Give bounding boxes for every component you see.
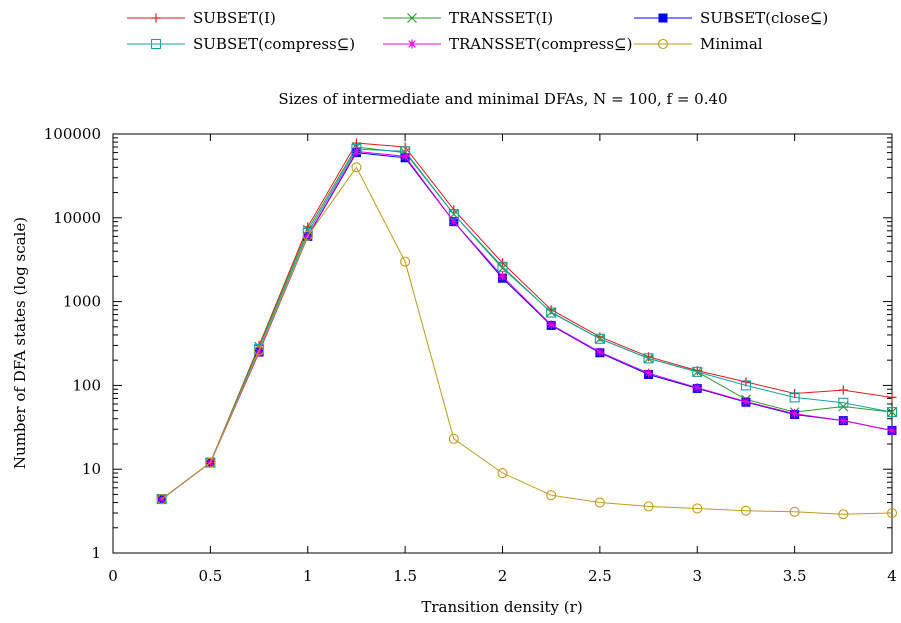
- legend-entry: TRANSSET(compress⊆): [383, 35, 632, 53]
- data-point: [643, 501, 654, 512]
- x-tick-label: 1.5: [393, 567, 417, 585]
- data-point: [546, 490, 557, 501]
- series-line: [161, 166, 893, 515]
- y-tick-label: 1: [91, 544, 101, 562]
- data-point: [497, 261, 508, 272]
- data-point: [692, 366, 703, 377]
- data-point: [886, 407, 898, 418]
- x-tick-label: 3: [692, 567, 702, 585]
- y-tick-label: 1000: [63, 293, 101, 311]
- legend-label: Minimal: [700, 35, 763, 53]
- y-tick-label: 10000: [53, 209, 101, 227]
- data-point: [790, 389, 800, 399]
- x-axis-title: Transition density (r): [421, 598, 582, 616]
- data-point: [546, 307, 557, 318]
- series-line: [161, 152, 893, 500]
- data-point: [887, 407, 897, 418]
- x-tick-label: 0: [108, 567, 118, 585]
- y-tick-label: 10: [82, 460, 101, 478]
- y-tick-labels: 1 10 100 1000 10000 100000: [44, 125, 101, 562]
- data-point: [886, 507, 898, 519]
- legend-label: SUBSET(compress⊆): [193, 35, 355, 53]
- legend: SUBSET(I) TRANSSET(I) SUBSET(close⊆) SUBSET…: [127, 9, 828, 53]
- plot-frame: [112, 133, 893, 554]
- legend-marker: [407, 13, 417, 23]
- data-point: [498, 271, 507, 281]
- x-tick-label: 4: [887, 567, 897, 585]
- data-point: [644, 368, 654, 378]
- data-point: [789, 392, 800, 403]
- data-point: [400, 151, 410, 161]
- data-point: [887, 392, 897, 402]
- data-point: [400, 256, 411, 267]
- axis-ticks: [112, 133, 893, 554]
- legend-label: SUBSET(close⊆): [700, 9, 828, 27]
- data-point: [594, 333, 605, 344]
- legend-label: TRANSSET(I): [449, 9, 553, 27]
- data-point: [351, 138, 361, 148]
- series-line: [161, 148, 893, 500]
- x-tick-labels: 0 0.5 1 1.5 2 2.5 3 3.5 4: [108, 567, 897, 585]
- data-point: [254, 345, 265, 356]
- legend-marker: [407, 39, 417, 49]
- data-point: [351, 146, 361, 156]
- legend-marker: [657, 38, 669, 50]
- data-point: [594, 497, 605, 508]
- data-point: [254, 347, 264, 357]
- x-tick-label: 3.5: [783, 567, 807, 585]
- data-point: [156, 494, 167, 505]
- x-tick-label: 1: [303, 567, 313, 585]
- legend-label: TRANSSET(compress⊆): [449, 35, 632, 53]
- legend-marker: [150, 38, 162, 50]
- y-axis-title: Number of DFA states (log scale): [11, 217, 29, 469]
- data-point: [789, 506, 800, 517]
- data-point: [838, 397, 849, 408]
- legend-marker: [151, 13, 161, 23]
- data-point: [838, 385, 848, 395]
- series-5: [156, 162, 898, 520]
- legend-entry: SUBSET(I): [127, 9, 276, 27]
- data-point: [205, 457, 216, 468]
- x-tick-label: 0.5: [198, 567, 222, 585]
- data-point: [351, 162, 362, 173]
- x-tick-label: 2.5: [588, 567, 612, 585]
- data-point: [595, 347, 605, 357]
- legend-marker: [658, 13, 668, 23]
- series-line: [161, 150, 893, 500]
- y-tick-label: 100000: [44, 125, 101, 143]
- chart-title: Sizes of intermediate and minimal DFAs, …: [278, 90, 727, 108]
- data-point: [887, 425, 897, 435]
- data-point: [643, 353, 654, 364]
- legend-label: SUBSET(I): [193, 9, 276, 27]
- series-0: [157, 138, 897, 504]
- data-point: [838, 509, 849, 520]
- data-point: [546, 320, 556, 330]
- data-point: [790, 409, 800, 419]
- data-point: [449, 217, 459, 227]
- data-point: [838, 416, 848, 426]
- data-point: [740, 505, 751, 516]
- data-point: [692, 503, 703, 514]
- legend-entry: TRANSSET(I): [383, 9, 553, 27]
- series-line: [161, 142, 893, 500]
- legend-entry: SUBSET(close⊆): [634, 9, 828, 27]
- data-point: [497, 467, 508, 479]
- x-tick-label: 2: [498, 567, 508, 585]
- data-point: [741, 397, 751, 407]
- legend-entry: SUBSET(compress⊆): [127, 35, 355, 53]
- data-point: [692, 383, 702, 393]
- series-layer: [156, 138, 898, 520]
- data-point: [448, 433, 459, 444]
- y-tick-label: 100: [72, 376, 101, 394]
- data-point: [302, 230, 313, 241]
- data-point: [740, 380, 751, 391]
- legend-entry: Minimal: [634, 35, 763, 53]
